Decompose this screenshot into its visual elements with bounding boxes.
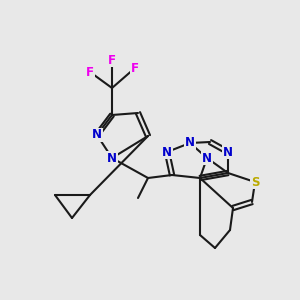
Text: N: N: [162, 146, 172, 158]
Text: N: N: [107, 152, 117, 164]
Text: F: F: [108, 53, 116, 67]
Text: N: N: [223, 146, 233, 158]
Text: N: N: [202, 152, 212, 164]
Text: N: N: [92, 128, 102, 142]
Text: F: F: [131, 61, 139, 74]
Text: S: S: [251, 176, 259, 188]
Text: F: F: [86, 65, 94, 79]
Text: N: N: [185, 136, 195, 149]
